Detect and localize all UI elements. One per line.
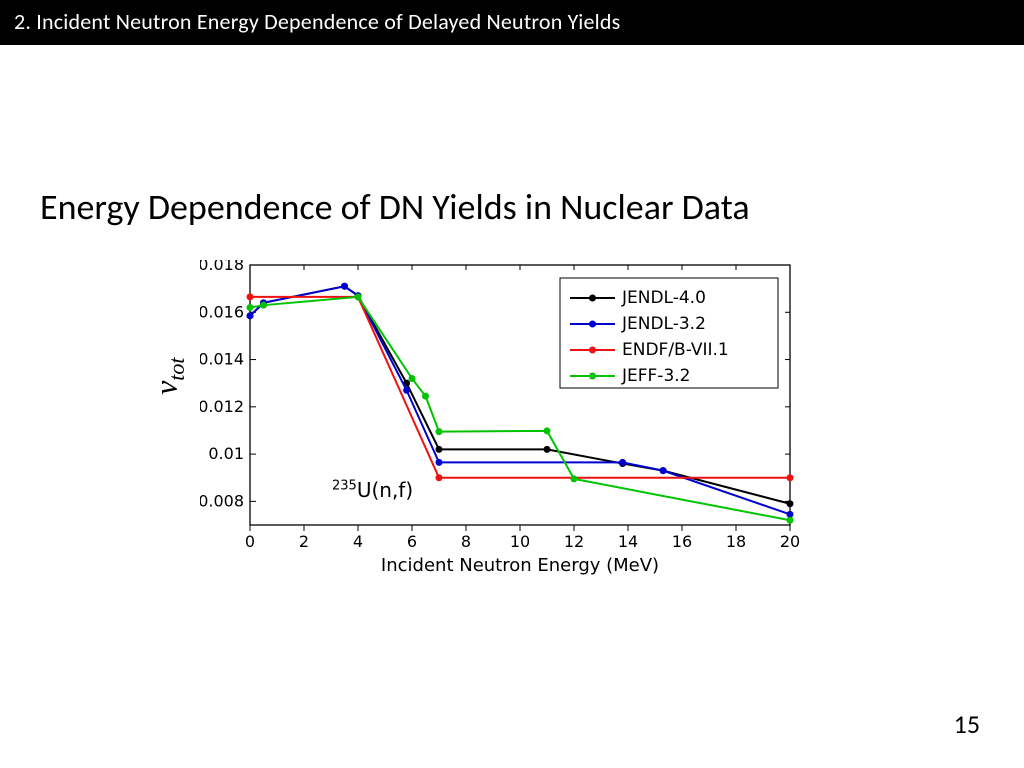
svg-text:4: 4 (353, 532, 363, 551)
svg-text:14: 14 (618, 532, 638, 551)
svg-text:Incident Neutron Energy (MeV): Incident Neutron Energy (MeV) (381, 555, 659, 576)
section-header: 2. Incident Neutron Energy Dependence of… (0, 0, 1024, 45)
svg-text:JENDL-3.2: JENDL-3.2 (621, 314, 706, 334)
svg-text:0: 0 (245, 532, 255, 551)
y-axis-label: νtot (148, 357, 190, 394)
slide-title: Energy Dependence of DN Yields in Nuclea… (40, 185, 750, 229)
svg-text:0.018: 0.018 (200, 260, 244, 274)
isotope-annotation: 235U(n,f) (332, 478, 413, 502)
svg-text:12: 12 (564, 532, 584, 551)
svg-text:16: 16 (672, 532, 692, 551)
svg-text:10: 10 (510, 532, 530, 551)
svg-text:0.012: 0.012 (200, 397, 244, 416)
svg-text:ENDF/B-VII.1: ENDF/B-VII.1 (622, 340, 729, 360)
svg-text:6: 6 (407, 532, 417, 551)
page-number: 15 (954, 708, 980, 740)
svg-text:JEFF-3.2: JEFF-3.2 (621, 366, 690, 386)
line-chart: 0 2 4 6 8 10 12 14 16 18 20 0.008 0.01 0.012 0.014 0.01… (200, 260, 810, 580)
svg-text:0.016: 0.016 (200, 302, 244, 321)
section-header-text: 2. Incident Neutron Energy Dependence of… (14, 8, 620, 35)
svg-text:8: 8 (461, 532, 471, 551)
chart-container: 0 2 4 6 8 10 12 14 16 18 20 0.008 0.01 0.012 0.014 0.01… (200, 260, 810, 580)
svg-text:2: 2 (299, 532, 309, 551)
svg-text:20: 20 (780, 532, 800, 551)
svg-text:18: 18 (726, 532, 746, 551)
svg-text:0.008: 0.008 (200, 491, 244, 510)
svg-text:JENDL-4.0: JENDL-4.0 (621, 288, 706, 308)
svg-text:0.014: 0.014 (200, 350, 244, 369)
svg-text:0.01: 0.01 (208, 444, 244, 463)
